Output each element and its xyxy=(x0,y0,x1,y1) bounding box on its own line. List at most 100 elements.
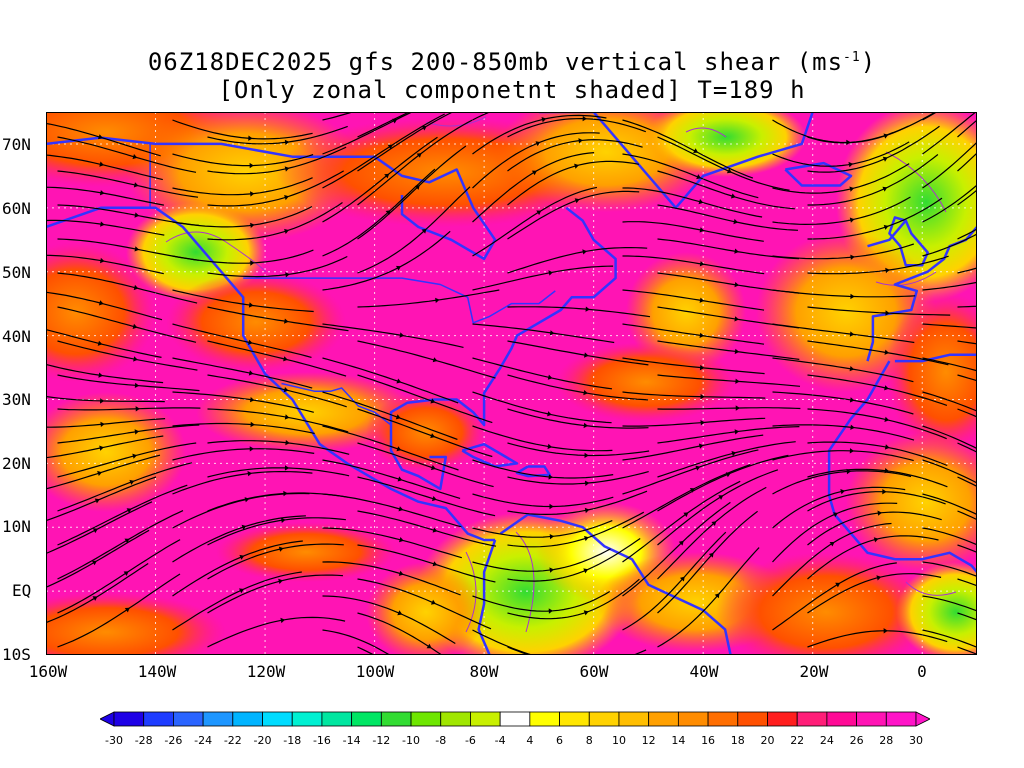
streamline xyxy=(172,492,310,529)
chart-title-line-2: [Only zonal componetnt shaded] T=189 h xyxy=(218,76,806,104)
streamline xyxy=(772,450,914,462)
streamline xyxy=(657,486,767,580)
streamline xyxy=(172,540,303,597)
streamline xyxy=(657,170,795,210)
streamline xyxy=(772,243,914,260)
streamline xyxy=(57,442,197,478)
colorbar-tick-label: -12 xyxy=(372,734,390,747)
streamline xyxy=(622,531,727,631)
streamline xyxy=(57,484,188,546)
streamline-arrow xyxy=(877,510,882,516)
streamline xyxy=(57,510,184,580)
colorbar-tick-label: -26 xyxy=(164,734,182,747)
streamline xyxy=(472,493,614,508)
streamline-arrow xyxy=(94,498,100,504)
streamline xyxy=(772,424,915,441)
streamline xyxy=(322,357,459,404)
colorbar-tick-label: -8 xyxy=(435,734,446,747)
streamline xyxy=(357,340,496,379)
lat-lon-grid xyxy=(46,112,977,655)
streamline xyxy=(207,408,349,433)
streamline-arrow xyxy=(714,593,720,599)
streamline-arrow xyxy=(848,161,854,168)
streamline-arrow xyxy=(284,139,290,145)
streamline-arrow xyxy=(284,166,290,172)
streamline xyxy=(322,425,459,471)
streamline xyxy=(357,612,443,655)
streamline-arrow xyxy=(278,578,283,584)
streamline xyxy=(507,247,648,274)
streamline xyxy=(472,114,607,155)
streamline xyxy=(207,616,346,648)
streamline xyxy=(807,255,949,275)
streamline-arrow xyxy=(124,538,130,544)
streamline-arrow xyxy=(734,248,739,254)
streamline-arrow xyxy=(734,282,739,288)
streamline xyxy=(507,538,641,582)
streamline-arrow xyxy=(699,297,705,303)
streamline-arrow xyxy=(585,480,590,486)
streamline xyxy=(322,391,458,440)
streamline xyxy=(357,578,492,630)
colorbar-box xyxy=(173,711,204,727)
streamline xyxy=(807,306,951,316)
streamline-arrow xyxy=(97,340,103,346)
colorbar-tick-label: -4 xyxy=(495,734,506,747)
colorbar-box xyxy=(232,711,263,727)
streamline-arrow xyxy=(849,186,855,192)
streamline xyxy=(807,340,949,366)
streamline xyxy=(772,522,892,597)
streamline xyxy=(472,186,598,257)
streamline xyxy=(207,517,346,546)
streamline-arrow xyxy=(849,366,855,372)
streamline xyxy=(57,539,181,614)
streamline xyxy=(507,139,643,172)
colorbar-box xyxy=(143,711,174,727)
colorbar-box xyxy=(410,711,442,727)
streamline xyxy=(207,125,348,145)
streamline-arrow xyxy=(92,528,98,534)
lon-label-20w: 20W xyxy=(799,662,829,681)
streamline xyxy=(207,374,347,408)
streamline-arrow xyxy=(884,349,890,355)
streamline-arrow xyxy=(711,521,717,526)
streamline xyxy=(472,357,613,390)
streamline xyxy=(322,459,461,499)
streamline xyxy=(507,511,645,548)
streamline xyxy=(46,454,161,490)
streamline-arrow xyxy=(547,374,553,380)
streamline xyxy=(46,395,165,403)
streamline-arrow xyxy=(283,387,289,393)
streamline xyxy=(772,289,916,298)
streamline xyxy=(357,289,500,308)
streamline xyxy=(807,112,937,144)
streamline xyxy=(507,578,640,620)
streamline xyxy=(207,306,349,332)
border-segment xyxy=(281,382,392,426)
colorbar-tick-label: 14 xyxy=(671,734,685,747)
streamline-arrow xyxy=(399,332,405,338)
streamline-arrow xyxy=(430,398,436,404)
streamline-arrow xyxy=(133,356,138,362)
streamline-arrow xyxy=(849,331,855,337)
colorbar-arrow-low xyxy=(100,711,115,727)
streamline-arrow xyxy=(876,575,882,581)
coastline-segment xyxy=(538,112,814,210)
colorbar-tick-label: 26 xyxy=(850,734,864,747)
streamline xyxy=(57,306,197,343)
streamline xyxy=(357,112,454,172)
streamline-arrow xyxy=(726,168,732,174)
streamline xyxy=(472,425,613,452)
colorbar-box xyxy=(499,711,531,727)
streamline-arrow xyxy=(430,599,436,605)
streamline-arrow xyxy=(884,416,890,422)
streamline xyxy=(207,467,350,478)
streamline xyxy=(172,249,314,264)
lon-label-60w: 60W xyxy=(579,662,609,681)
streamline xyxy=(172,422,315,435)
streamline-arrow xyxy=(248,302,254,308)
streamline xyxy=(207,574,344,614)
streamline-arrow xyxy=(124,607,130,613)
streamline-arrow xyxy=(284,465,290,471)
streamline-arrow xyxy=(135,406,140,412)
